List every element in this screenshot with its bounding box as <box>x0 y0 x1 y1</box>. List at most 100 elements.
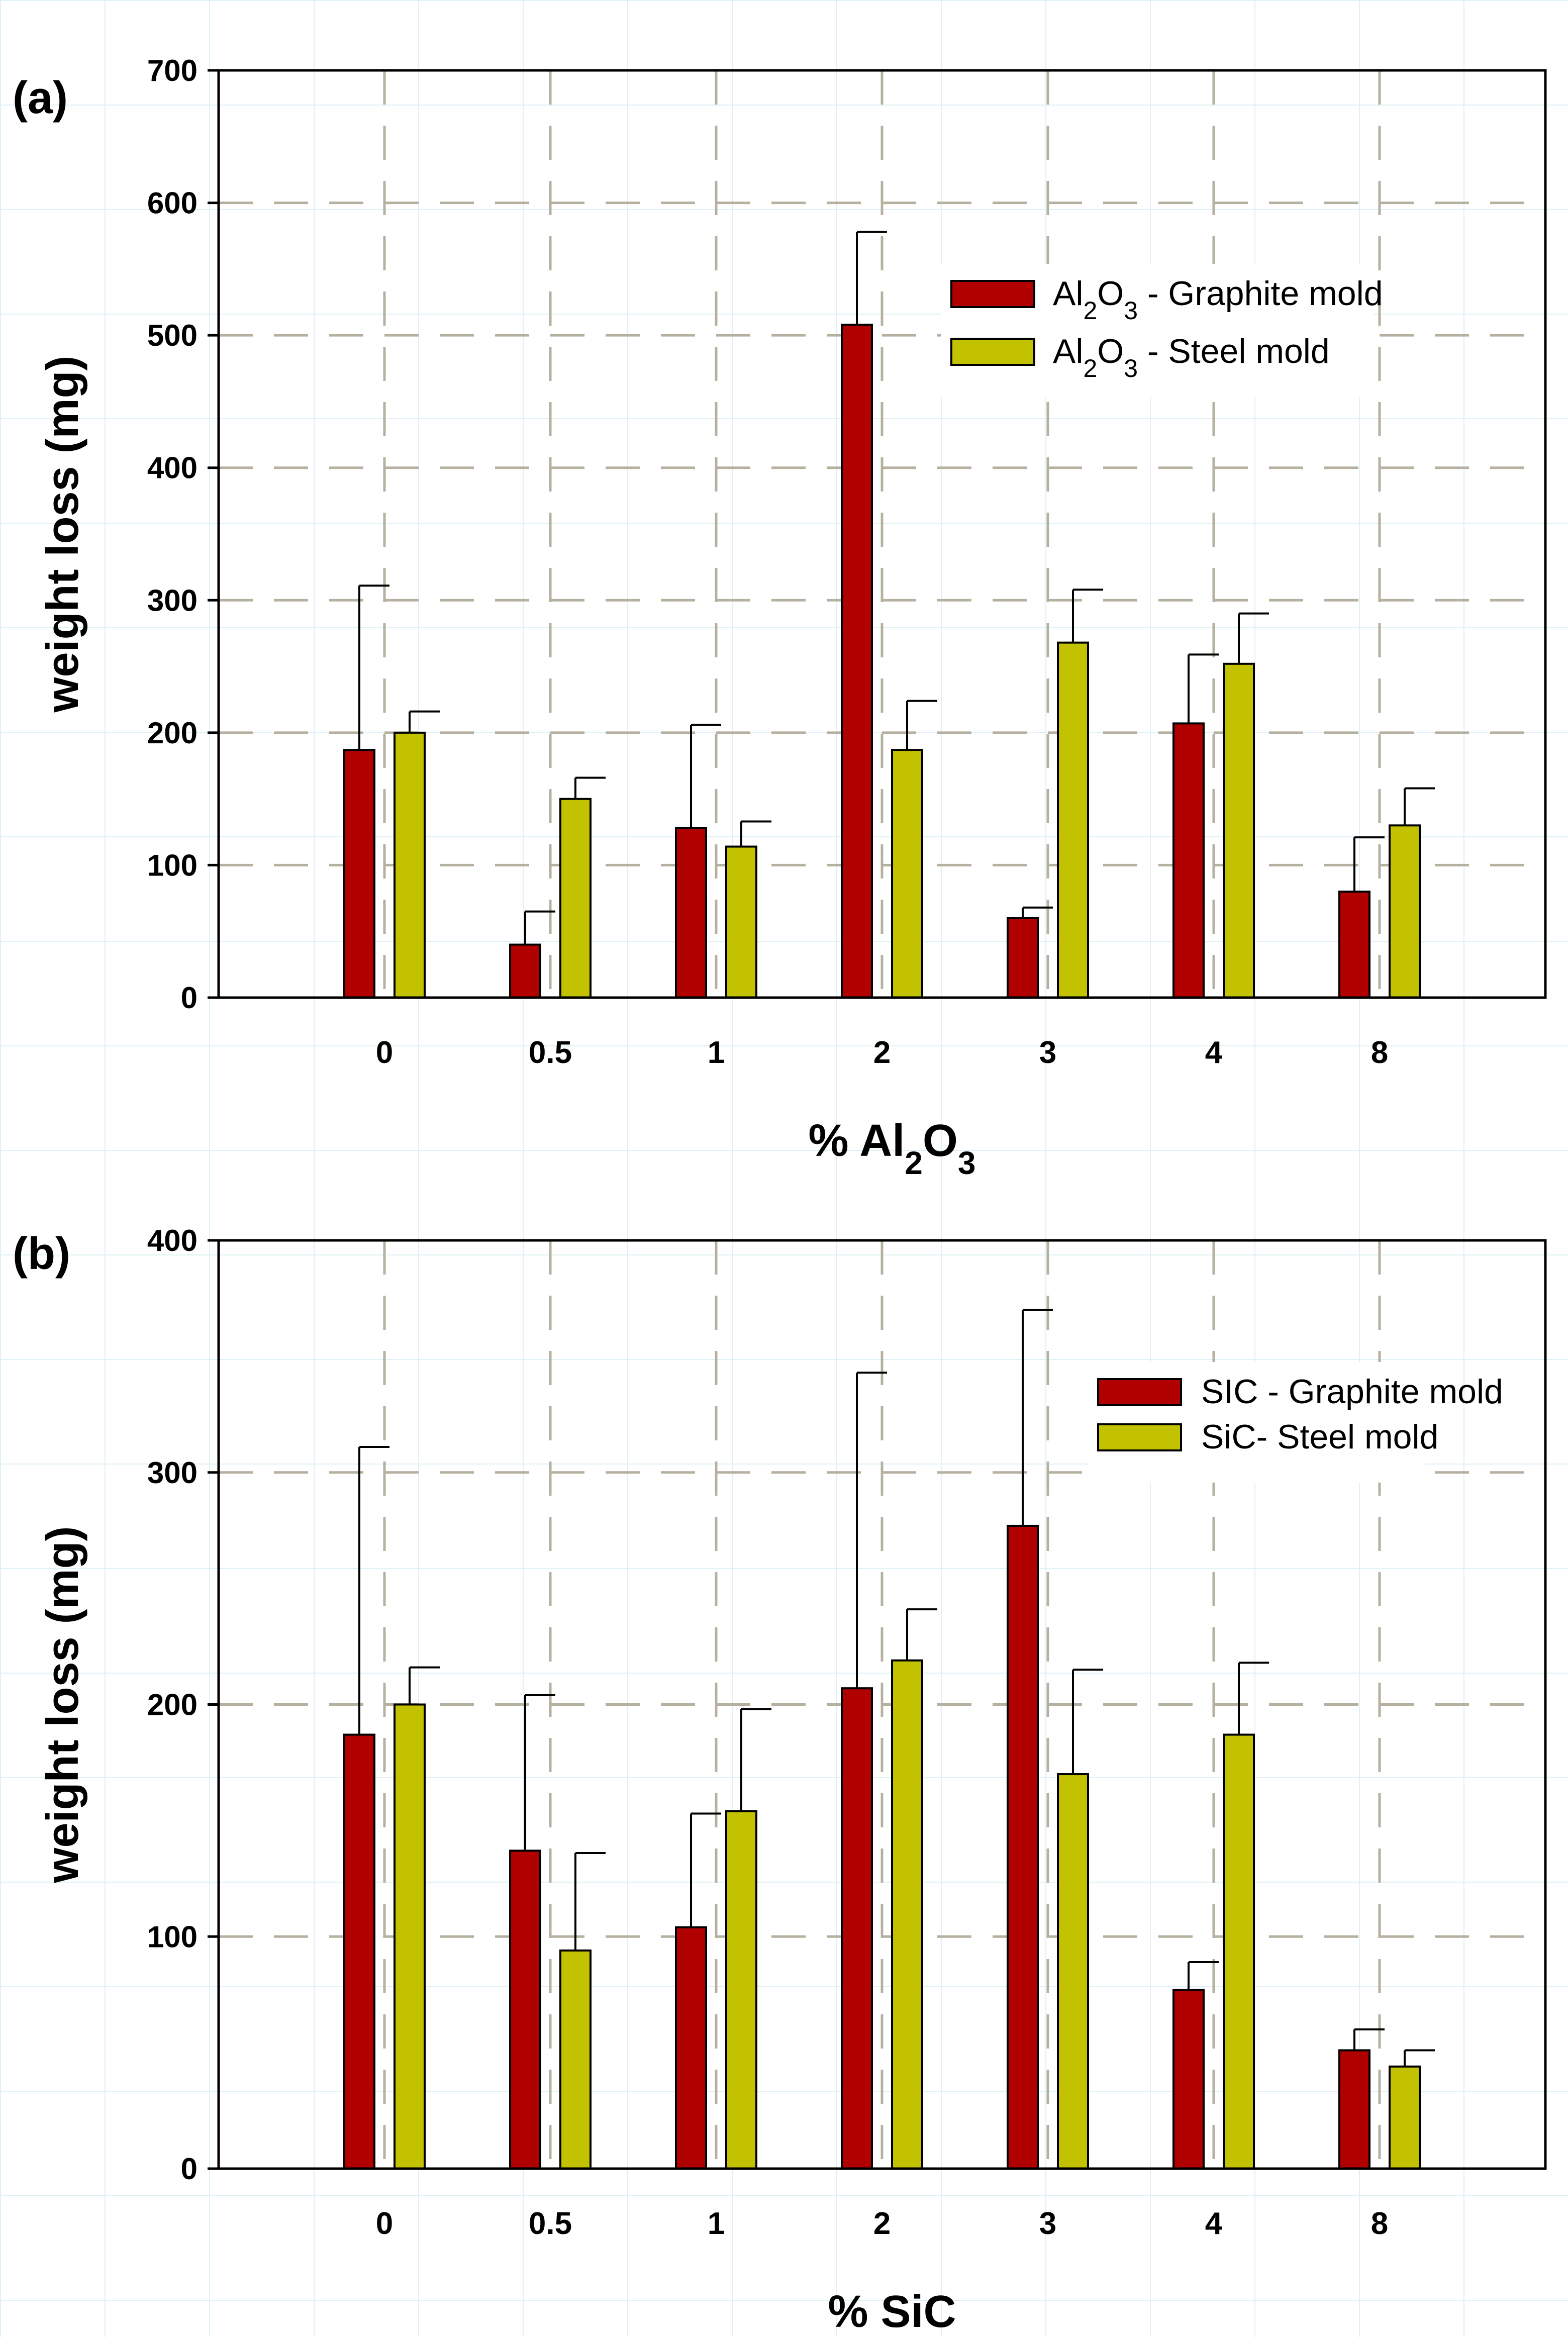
bar <box>509 943 541 999</box>
y-axis: 0 100 200 300 400 <box>147 1224 219 2186</box>
bar <box>1007 917 1039 999</box>
bar <box>394 731 426 999</box>
x-tick-label: 3 <box>1039 2206 1056 2241</box>
y-axis: 0 100 200 300 400 500 600 700 <box>147 54 219 1015</box>
x-tick-label: 4 <box>1205 2206 1223 2241</box>
text-part: Al <box>1053 332 1083 370</box>
x-tick-label: 0.5 <box>529 1035 572 1070</box>
bar <box>1223 662 1255 999</box>
subscript: 3 <box>1124 297 1138 325</box>
bar <box>675 827 707 999</box>
legend-swatch <box>950 280 1035 308</box>
x-axis-title: % Al2O3 <box>809 1116 976 1181</box>
bar <box>675 1926 707 2170</box>
panel-label: (a) <box>13 73 68 123</box>
x-axis: 0 0.5 1 2 3 4 8 <box>376 2206 1388 2241</box>
legend: SIC - Graphite mold SiC- Steel mold <box>1088 1362 1503 1483</box>
bar <box>343 749 375 999</box>
y-tick-label: 600 <box>147 186 198 220</box>
text-part: O <box>1097 332 1124 370</box>
y-axis-title: weight loss (mg) <box>38 1526 88 1883</box>
y-tick-label: 200 <box>147 716 198 750</box>
x-tick-label: 8 <box>1371 2206 1388 2241</box>
x-tick-label: 4 <box>1205 1035 1223 1070</box>
bar <box>1338 2049 1370 2170</box>
bar <box>1007 1524 1039 2170</box>
x-tick-label: 0 <box>376 2206 393 2241</box>
bar <box>1057 1773 1089 2170</box>
text-part: - Steel mold <box>1138 332 1330 370</box>
text-part: Al <box>1053 274 1083 313</box>
text-part: - Graphite mold <box>1138 274 1383 313</box>
text-part: O <box>1097 274 1124 313</box>
bar <box>1057 641 1089 999</box>
legend-label: Al2O3 - Graphite mold <box>1053 274 1383 325</box>
x-tick-label: 0.5 <box>529 2206 572 2241</box>
x-tick-label: 3 <box>1039 1035 1056 1070</box>
text-part: % Al <box>809 1116 905 1166</box>
bar <box>725 845 757 999</box>
y-tick-label: 100 <box>147 1920 198 1954</box>
y-tick-label: 0 <box>181 2152 198 2186</box>
bar <box>1389 824 1421 999</box>
bar <box>559 1949 592 2170</box>
grid <box>219 70 1545 998</box>
bar <box>1172 722 1205 999</box>
legend-swatch <box>950 338 1035 366</box>
text-part: O <box>923 1116 958 1166</box>
bar <box>1389 2065 1421 2170</box>
y-tick-label: 200 <box>147 1688 198 1722</box>
bar <box>725 1810 757 2170</box>
x-tick-label: 8 <box>1371 1035 1388 1070</box>
x-tick-label: 1 <box>708 1035 725 1070</box>
x-tick-label: 0 <box>376 1035 393 1070</box>
bar <box>891 1659 923 2170</box>
subscript: 3 <box>958 1145 976 1181</box>
subscript: 2 <box>905 1145 923 1181</box>
x-tick-label: 2 <box>873 2206 891 2241</box>
bar <box>1172 1989 1205 2170</box>
y-tick-label: 400 <box>147 1224 198 1257</box>
x-axis-title: % SiC <box>828 2287 956 2337</box>
y-axis-title: weight loss (mg) <box>38 355 88 713</box>
bar <box>559 798 592 999</box>
x-tick-label: 2 <box>873 1035 891 1070</box>
text-part: SIC - Graphite mold <box>1201 1373 1503 1411</box>
bar <box>394 1703 426 2170</box>
series-steel-mold <box>394 1608 1435 2170</box>
legend-label: SIC - Graphite mold <box>1201 1373 1503 1411</box>
text-part: SiC- Steel mold <box>1201 1418 1438 1456</box>
y-tick-label: 0 <box>181 981 198 1015</box>
y-tick-label: 500 <box>147 319 198 352</box>
legend-label: Al2O3 - Steel mold <box>1053 332 1330 382</box>
bar <box>343 1733 375 2170</box>
series-graphite-mold <box>343 1309 1385 2170</box>
bar <box>1223 1733 1255 2170</box>
bar <box>841 324 873 999</box>
y-tick-label: 400 <box>147 451 198 485</box>
subscript: 2 <box>1083 354 1097 382</box>
subscript: 3 <box>1124 354 1138 382</box>
text-part: % SiC <box>828 2287 956 2337</box>
panel-label: (b) <box>13 1229 70 1279</box>
y-tick-label: 700 <box>147 54 198 87</box>
plot-frame <box>217 69 1547 999</box>
legend-swatch <box>1097 1423 1182 1451</box>
legend-label: SiC- Steel mold <box>1201 1418 1438 1456</box>
bar <box>1338 891 1370 999</box>
y-tick-label: 300 <box>147 583 198 617</box>
x-tick-label: 1 <box>708 2206 725 2241</box>
subscript: 2 <box>1083 297 1097 325</box>
bar <box>891 749 923 999</box>
y-tick-label: 100 <box>147 848 198 882</box>
bar <box>509 1849 541 2170</box>
bar <box>841 1687 873 2170</box>
panel-b-sic: 0 100 200 300 400 0 0.5 1 2 3 4 8 % SiC weight loss (… <box>13 1224 1547 2337</box>
legend-swatch <box>1097 1378 1182 1406</box>
grid <box>219 1240 1545 2169</box>
y-tick-label: 300 <box>147 1456 198 1490</box>
x-axis: 0 0.5 1 2 3 4 8 <box>376 1035 1388 1070</box>
